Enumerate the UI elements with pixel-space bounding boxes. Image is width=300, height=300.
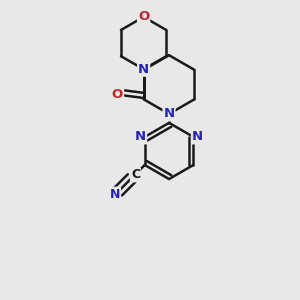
Text: N: N — [135, 130, 146, 143]
Text: N: N — [138, 63, 149, 76]
Text: N: N — [110, 188, 120, 201]
Text: N: N — [164, 107, 175, 120]
Text: N: N — [192, 130, 203, 143]
Text: O: O — [112, 88, 123, 101]
Text: O: O — [138, 11, 149, 23]
Text: C: C — [131, 168, 140, 182]
